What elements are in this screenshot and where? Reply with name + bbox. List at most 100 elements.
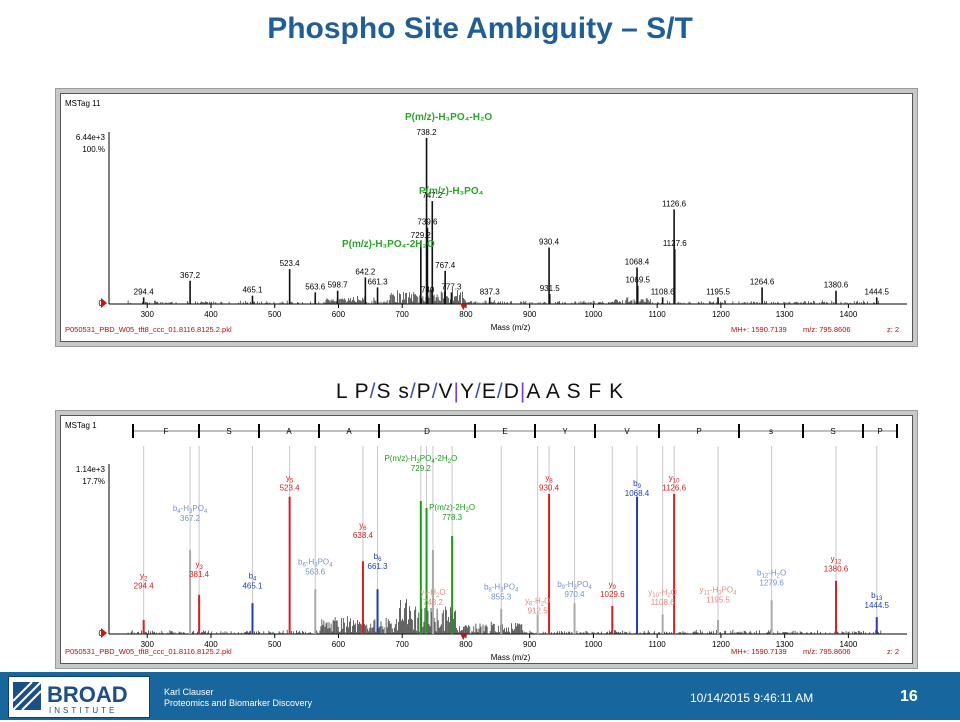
ion-text: y [648, 588, 652, 597]
ion-text: y [525, 597, 529, 606]
ion-name: P(m/z)-H3PO4-2H2O [384, 454, 457, 465]
ruler-residue: A [286, 427, 292, 436]
x-tick-label: 800 [459, 640, 473, 649]
ruler-residue: S [830, 427, 835, 436]
footer-author: Karl Clauser Proteomics and Biomarker Di… [164, 687, 312, 709]
ion-mz: 563.6 [305, 567, 326, 576]
broad-logo: BROAD INSTITUTE [8, 676, 150, 718]
ion-subscript: 2 [667, 593, 671, 599]
ion-text: -H [659, 588, 668, 597]
ion-text: -H [532, 597, 541, 606]
ion-subscript: 8 [488, 588, 492, 594]
ion-subscript: 10 [652, 593, 659, 599]
x-tick-label: 1300 [776, 640, 794, 649]
ion-text: O [451, 454, 457, 463]
y-max-label: 1.14e+3 [76, 465, 106, 474]
fragment-annotation: P(m/z)-H₃PO₄-H₂O [405, 112, 492, 123]
ion-mz: 465.1 [242, 581, 263, 590]
ion-subscript: 6 [302, 562, 306, 568]
ruler-residue: Y [562, 427, 568, 436]
x-axis-title: Mass (m/z) [491, 323, 531, 332]
x-tick-label: 1200 [712, 640, 730, 649]
peak-label: 767.4 [435, 261, 456, 270]
ion-name: b13 [871, 591, 883, 602]
ion-text: b [173, 504, 178, 513]
sequence-segment: P [416, 380, 432, 403]
charge-value: z: 2 [887, 647, 899, 656]
peak-label: 1195.5 [706, 287, 730, 296]
ion-text: b [557, 580, 562, 589]
ion-subscript: 4 [329, 562, 333, 568]
ion-subscript: 10 [673, 478, 680, 484]
ion-text: y [286, 473, 290, 482]
ion-text: PO [577, 580, 589, 589]
ion-subscript: 2 [144, 576, 148, 582]
ion-mz: 930.4 [539, 483, 560, 492]
y-pct-label: 17.7% [82, 477, 105, 486]
ion-text: -H [492, 583, 501, 592]
ion-text: PO [192, 504, 204, 513]
peak-label: 1380.6 [824, 281, 849, 290]
ion-text: b [374, 552, 379, 561]
ion-subscript: 3 [314, 562, 318, 568]
ion-name: b6-H3PO4 [298, 557, 333, 568]
x-tick-label: 700 [396, 310, 410, 319]
ruler-residue: V [624, 427, 630, 436]
ion-mz: 638.4 [353, 531, 374, 540]
ion-mz: 661.3 [368, 562, 389, 571]
ion-text: -H [428, 588, 437, 597]
ion-subscript: 3 [189, 509, 193, 515]
ruler-residue: A [346, 427, 352, 436]
ion-name: y5 [286, 473, 294, 484]
peak-label: 1108.6 [651, 287, 675, 296]
ms-tag: MSTag 1 [65, 421, 97, 430]
x-tick-label: 400 [204, 640, 218, 649]
ion-name: y10 [669, 473, 680, 484]
sequence-segment: / [369, 380, 377, 403]
ion-subscript: 2 [541, 602, 545, 608]
ion-text: O [544, 597, 550, 606]
x-tick-label: 1000 [585, 310, 603, 319]
sequence-segment: | [453, 380, 461, 403]
ion-text: O [439, 588, 445, 597]
ion-name: y12 [831, 555, 842, 566]
spectrum-panel-bottom: 300 400 500 600 700 800 900 1000 1100 1200 1300 140… [55, 410, 918, 669]
peptide-sequence: L P/S s/P/V|Y/E/D|A A S F K [0, 380, 960, 404]
ion-mz: 1108.6 [651, 598, 675, 607]
footer-date: 10/14/2015 9:46:11 AM [690, 691, 814, 705]
ion-text: -H [565, 580, 574, 589]
fragment-annotation: P(m/z)-H₃PO₄ [419, 186, 484, 197]
ion-text: PO [504, 583, 516, 592]
x-tick-label: 1100 [649, 310, 667, 319]
ion-mz: 912.5 [528, 607, 549, 616]
ion-name: y10-H2O [648, 588, 677, 599]
broad-logo-icon: BROAD INSTITUTE [12, 681, 128, 715]
peak-label: 661.3 [368, 277, 389, 286]
peak-label: 1127.6 [663, 239, 687, 248]
ion-text: y [700, 585, 704, 594]
mz-value: m/z: 795.8606 [803, 325, 851, 334]
ion-name: b8-H3PO4 [484, 583, 519, 594]
ion-text: y [420, 588, 424, 597]
ion-subscript: 2 [436, 593, 440, 599]
peak-label: 931.5 [540, 284, 561, 293]
ion-mz: 367.2 [180, 514, 201, 523]
file-name: P050531_PBD_W05_tft8_ccc_01.8116.8125.2.… [65, 647, 232, 656]
sequence-segment: E [481, 380, 497, 403]
ion-name: b12-H2O [757, 569, 786, 580]
ruler-residue: P [877, 427, 882, 436]
ion-mz: 748.2 [423, 598, 444, 607]
ion-mz: 1195.5 [706, 595, 730, 604]
ion-mz: 855.3 [491, 593, 512, 602]
sequence-segment: S s [376, 380, 410, 403]
ion-text: b [484, 583, 489, 592]
x-tick-label: 600 [332, 310, 346, 319]
ms-tag: MSTag 11 [65, 99, 101, 108]
x-tick-label: 1200 [712, 310, 730, 319]
